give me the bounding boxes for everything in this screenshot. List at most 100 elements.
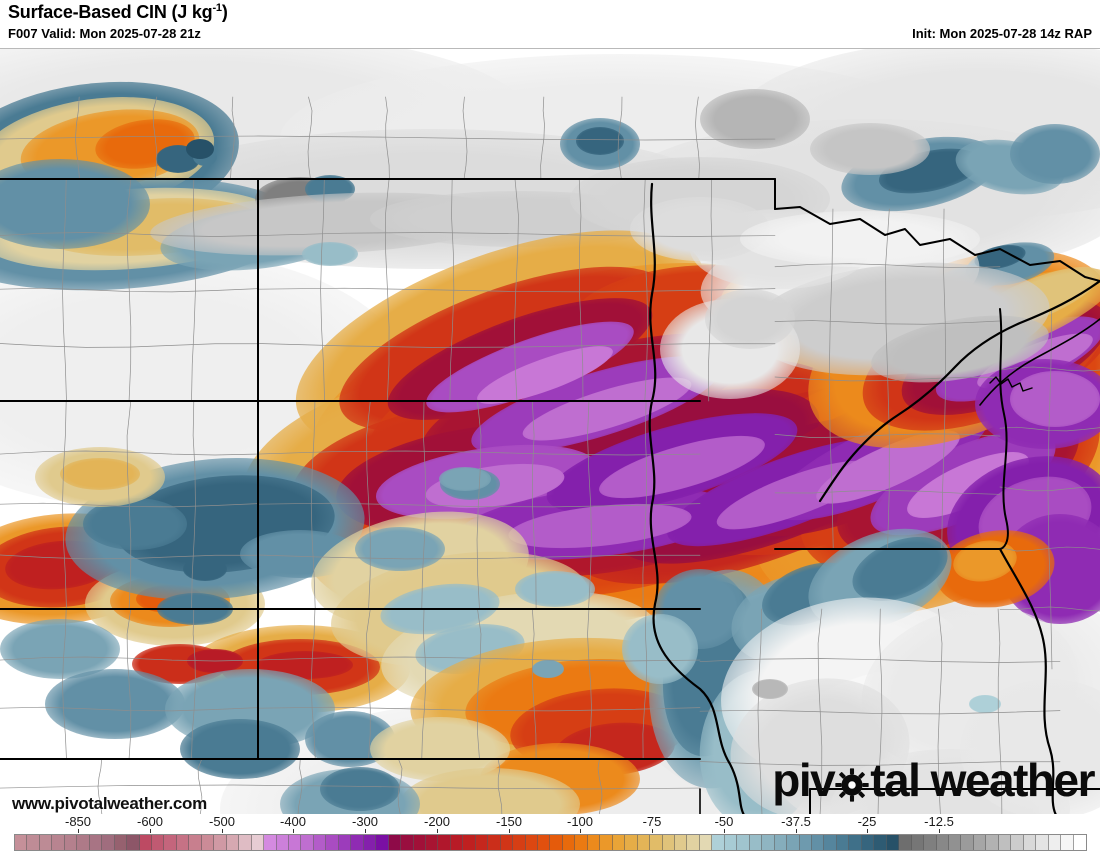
colorbar-swatch [189,835,202,850]
colorbar-swatch [425,835,439,850]
contour-blob [355,527,445,571]
colorbar-tick-label: -500 [208,814,236,829]
colorbar-swatch [27,835,40,850]
colorbar-swatch [326,835,339,850]
colorbar-tick-label: -75 [642,814,662,829]
colorbar-tick-mark [580,829,581,833]
colorbar-swatch [650,835,663,850]
contour-blob [1010,371,1100,427]
contour-blob [320,767,400,811]
colorbar-swatch [824,835,837,850]
colorbar-swatch [77,835,90,850]
colorbar-tick-mark [724,829,725,833]
contour-blob [700,89,810,149]
colorbar-tick-mark [867,829,868,833]
colorbar-swatch [973,835,987,850]
colorbar-swatch [1048,835,1062,850]
colorbar-swatch [625,835,638,850]
contour-blob [60,458,140,490]
colorbar-swatch [911,835,925,850]
contour-blob [705,289,795,349]
colorbar-tick-label: -12.5 [924,814,954,829]
colorbar-swatch [363,835,377,850]
colorbar-tick-mark [150,829,151,833]
colorbar-tick-mark [78,829,79,833]
colorbar-swatch [1023,835,1037,850]
colorbar-swatch [251,835,265,850]
colorbar-swatch [936,835,949,850]
colorbar-swatch [413,835,426,850]
colorbar-swatch [774,835,788,850]
pivotal-weather-logo: piv [772,754,1095,806]
contour-blob [515,571,595,607]
colorbar-swatch [450,835,464,850]
colorbar-swatch [799,835,812,850]
contour-blob [439,467,491,491]
contour-blob [740,211,980,267]
colorbar-swatch [176,835,190,850]
colorbar-swatch [463,835,476,850]
colorbar-swatch [699,835,713,850]
colorbar-swatch [612,835,626,850]
contour-blob [622,614,698,684]
valid-time-label: F007 Valid: Mon 2025-07-28 21z [8,26,201,41]
colorbar-swatch [89,835,103,850]
colorbar-swatch [662,835,676,850]
colorbar-swatch [986,835,999,850]
contour-blob [810,123,930,175]
colorbar-tick-label: -100 [566,814,594,829]
colorbar-swatch [924,835,937,850]
contour-blob [969,695,1001,713]
colorbar-tick-label: -850 [64,814,92,829]
colorbar-swatch [861,835,875,850]
colorbar-swatch [998,835,1012,850]
logo-text-post: tal weather [870,754,1095,806]
colorbar-swatch [276,835,289,850]
colorbar-swatch [712,835,725,850]
colorbar-swatch [550,835,563,850]
page-title-main: Surface-Based CIN (J kg [8,2,213,22]
contour-blob [180,719,300,779]
colorbar-swatch [525,835,539,850]
colorbar-swatch [438,835,451,850]
page-title: Surface-Based CIN (J kg-1) [8,2,228,23]
colorbar-tick-mark [437,829,438,833]
colorbar-swatch [376,835,389,850]
contour-blob [45,669,185,739]
colorbar-swatch [538,835,551,850]
page-title-tail: ) [221,2,228,22]
colorbar-swatch [151,835,165,850]
colorbar-swatch [164,835,177,850]
colorbar-swatch [836,835,850,850]
colorbar-tick-label: -50 [714,814,734,829]
colorbar-swatch [475,835,489,850]
colorbar-tick-label: -600 [136,814,164,829]
colorbar-swatch [762,835,775,850]
colorbar-swatch [214,835,227,850]
colorbar-swatch [338,835,352,850]
colorbar-gradient-strip [14,834,1087,851]
colorbar-swatch [961,835,974,850]
colorbar-swatch [201,835,215,850]
colorbar-swatch [675,835,688,850]
colorbar-swatch [139,835,152,850]
colorbar-tick-labels: -850 -600 -500 -400 -300 -200 -150 -100 -75 -50 -3… [0,814,1100,833]
contour-blob [302,242,358,266]
colorbar-swatch [637,835,651,850]
forecast-map[interactable]: www.pivotalweather.com piv [0,48,1100,814]
contour-blob [186,139,214,159]
contour-blob [183,557,227,581]
colorbar-swatch [724,835,738,850]
colorbar[interactable]: -850 -600 -500 -400 -300 -200 -150 -100 -75 -50 -3… [0,814,1100,851]
site-url-watermark: www.pivotalweather.com [12,794,207,813]
colorbar-tick-label: -400 [279,814,307,829]
colorbar-swatch [313,835,327,850]
colorbar-swatch [575,835,588,850]
colorbar-swatch [264,835,277,850]
colorbar-tick-label: -25 [857,814,877,829]
contour-blob [752,679,788,699]
colorbar-swatch [52,835,65,850]
contour-blob [157,593,233,625]
colorbar-swatch [812,835,825,850]
colorbar-swatch [388,835,402,850]
